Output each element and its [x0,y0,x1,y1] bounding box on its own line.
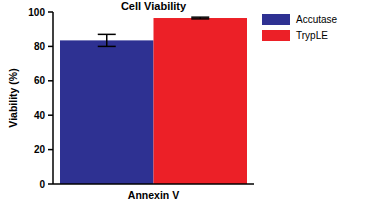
y-tick [48,183,53,185]
error-cap [191,16,209,18]
error-cap [98,46,116,48]
y-tick-label: 60 [34,75,46,86]
legend-swatch [262,30,290,41]
y-tick [48,46,53,48]
error-bar [191,17,209,19]
error-cap [98,34,116,36]
error-stem [106,34,108,46]
y-tick-label: 100 [28,7,45,18]
y-tick [48,114,53,116]
y-tick-label: 20 [34,144,46,155]
y-axis-label: Viability (%) [7,68,19,127]
y-tick [48,149,53,151]
bar [154,18,248,184]
y-tick-label: 40 [34,110,46,121]
legend-label: Accutase [296,14,338,25]
y-tick-label: 0 [39,179,45,190]
x-tick-label: Annexin V [128,189,179,201]
chart: Cell Viability 0 20 40 60 80 100 Annexin V Viabi… [0,0,365,215]
y-tick [48,11,53,13]
y-tick-label: 80 [34,41,46,52]
error-cap [191,18,209,20]
legend-label: TrypLE [296,30,328,41]
error-bar [98,34,116,46]
bar [60,40,154,184]
y-axis [52,12,54,184]
y-tick [48,80,53,82]
x-axis [53,183,254,185]
legend-swatch [262,14,290,25]
bars [60,17,247,184]
title: Cell Viability [121,0,187,12]
